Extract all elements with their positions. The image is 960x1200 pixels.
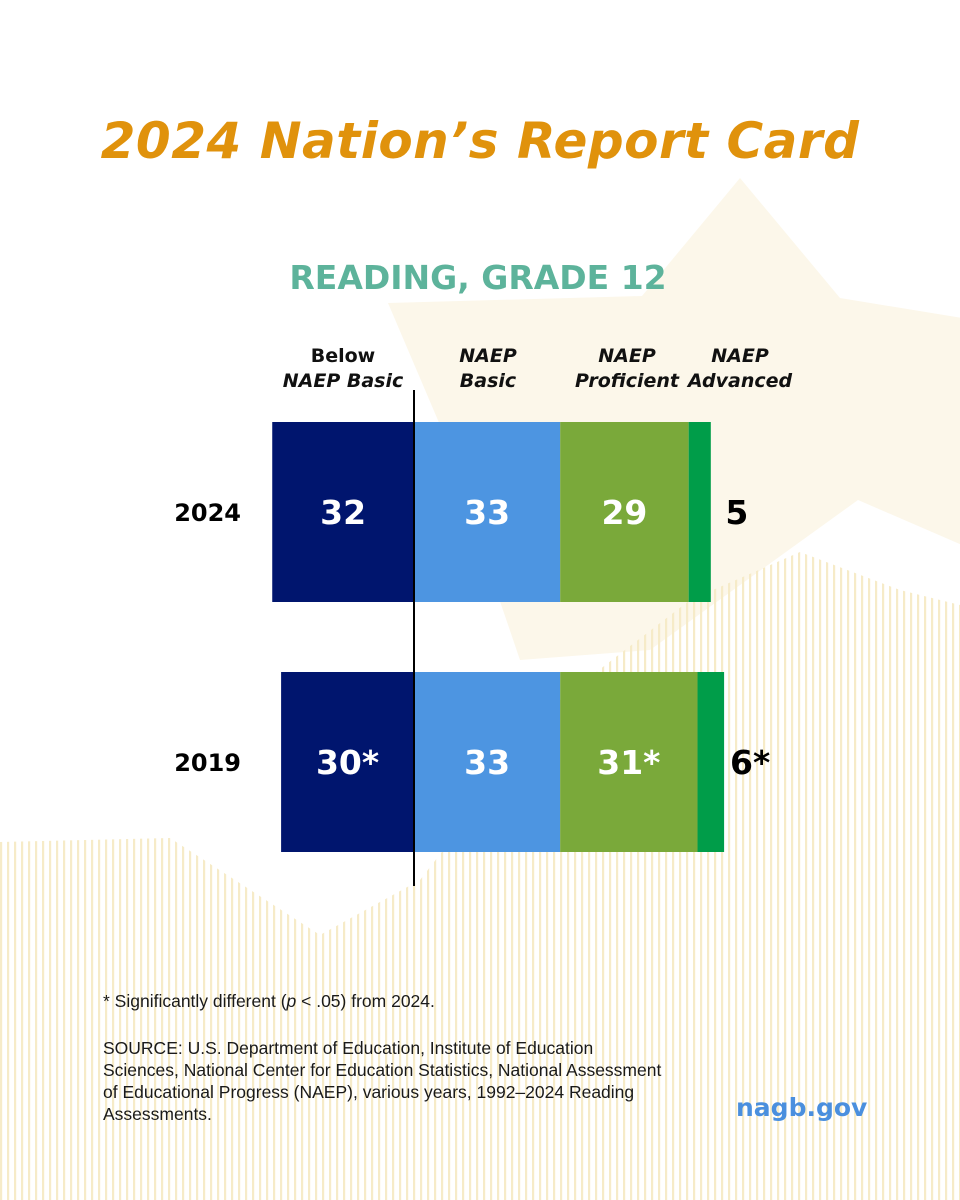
bar-2024-level-3 [688,422,711,602]
level-header-3-line-1: Advanced [686,370,793,392]
footnote-p-symbol: p [286,991,297,1011]
page-title: 2024 Nation’s Report Card [100,112,860,170]
level-header-1-line-0: NAEP [459,345,517,367]
site-link[interactable]: nagb.gov [736,1093,868,1122]
value-label-2024-level-2: 29 [601,493,647,532]
level-header-0-line-1: NAEP Basic [283,370,404,392]
value-label-2024-level-3: 5 [725,493,748,532]
bar-2019-level-0 [281,672,414,852]
bar-2019-level-1 [414,672,561,852]
bar-2024-level-0 [272,422,414,602]
level-header-2-line-0: NAEP [598,345,656,367]
chart-subtitle: READING, GRADE 12 [289,258,667,297]
bar-2024-level-1 [414,422,561,602]
level-header-1-line-1: Basic [460,370,517,392]
category-label-2019: 2019 [174,749,241,777]
value-label-2019-level-3: 6* [730,743,770,782]
bar-2019-level-3 [697,672,725,852]
bar-2019-level-2 [560,672,698,852]
value-label-2024-level-0: 32 [320,493,366,532]
level-header-2-line-1: Proficient [575,370,680,392]
category-label-2024: 2024 [174,499,241,527]
level-header-3-line-0: NAEP [711,345,769,367]
bar-2024-level-2 [560,422,689,602]
source-note: SOURCE: U.S. Department of Education, In… [103,1038,662,1124]
significance-footnote: * Significantly different (p < .05) from… [103,990,663,1012]
footnote-suffix: < .05) from 2024. [296,991,435,1011]
value-label-2019-level-0: 30* [316,743,379,782]
level-header-0-line-0: Below [311,345,376,367]
value-label-2024-level-1: 33 [464,493,510,532]
value-label-2019-level-1: 33 [464,743,510,782]
footnote-prefix: * Significantly different ( [103,991,287,1011]
value-label-2019-level-2: 31* [597,743,660,782]
